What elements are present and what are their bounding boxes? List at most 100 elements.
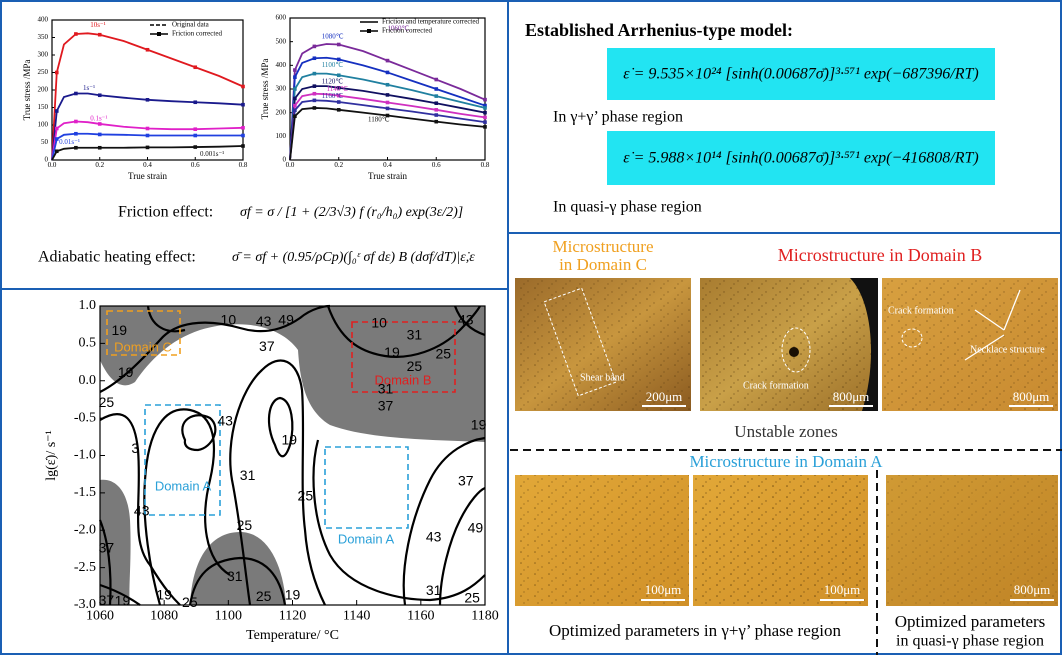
section-title: Microstructure in Domain A (689, 452, 883, 471)
contour-label: 49 (278, 312, 294, 328)
y-tick-label: 350 (38, 33, 49, 41)
plot-frame (51, 19, 244, 161)
y-tick-label: 0 (45, 156, 49, 164)
curve-marker (97, 93, 102, 98)
curve-marker (434, 108, 439, 112)
curve-marker (241, 84, 245, 89)
curve-label: 1100℃ (322, 61, 344, 69)
formula-label: Adiabatic heating effect: (38, 249, 196, 266)
y-tick-label: -3.0 (74, 597, 96, 612)
curve-marker (241, 144, 245, 148)
contour-label: 43 (458, 312, 474, 328)
contour-label: 19 (285, 587, 301, 603)
curve-marker (74, 91, 78, 96)
curve-marker (293, 75, 297, 79)
y-tick-label: 50 (41, 138, 49, 146)
curve-marker (434, 101, 439, 105)
curve-label: 0.001s⁻¹ (200, 150, 224, 158)
x-tick-label: 1100 (215, 608, 242, 623)
x-tick-label: 0.0 (48, 161, 57, 169)
contour-label: 19 (282, 431, 298, 447)
stress-curve (289, 107, 486, 161)
curve-marker (385, 93, 390, 97)
curve-marker (193, 65, 198, 70)
curve-marker (336, 57, 341, 62)
curve-marker (97, 122, 102, 126)
contour-label: 3 (131, 440, 139, 456)
domain-boxes (106, 310, 456, 529)
x-tick-label: 0.4 (383, 161, 392, 169)
x-tick-label: 0.0 (286, 161, 295, 169)
y-axis-label: True stress /MPa (260, 59, 270, 120)
equation: ε̇ = 5.988×10¹⁴ [sinh(0.00687σ̄)]³·⁵⁷¹ e… (623, 150, 978, 167)
domain-label: Domain B (374, 372, 431, 387)
stress-curve (289, 99, 486, 161)
curve-label: 1s⁻¹ (83, 84, 95, 92)
curve-marker (312, 71, 317, 76)
curve-marker (145, 145, 150, 150)
annotation-ring (781, 327, 811, 373)
equation: ε̇ = 9.535×10²⁴ [sinh(0.00687σ̄)]³·⁵⁷¹ e… (623, 66, 978, 83)
curve-marker (434, 113, 439, 117)
y-tick-label: 100 (38, 121, 49, 129)
curve-marker (97, 132, 102, 137)
annotation: Shear band (580, 372, 625, 383)
contour-label: 43 (134, 502, 150, 518)
contour-label: 43 (256, 313, 272, 329)
curve-marker (385, 113, 390, 118)
scale-bar-label: 800μm (1013, 389, 1050, 404)
micrograph-texture (882, 278, 1058, 411)
contour-label: 19 (118, 364, 134, 380)
contour-label: 31 (378, 380, 394, 396)
legend-marker (367, 29, 371, 33)
curve-label: 0.01s⁻¹ (59, 138, 80, 146)
micrograph-texture (693, 475, 868, 606)
scale-bar-label: 100μm (824, 582, 861, 597)
micrograph-texture (515, 278, 691, 411)
y-tick-label: 200 (276, 108, 287, 116)
curve-label: 1140℃ (327, 85, 349, 93)
curve-marker (293, 87, 297, 91)
instability-regions (100, 306, 485, 605)
curve-marker (293, 68, 297, 72)
contour-label: 10 (371, 315, 387, 331)
y-tick-label: 0.5 (79, 336, 97, 351)
x-tick-label: 1180 (471, 608, 498, 623)
curve-marker (193, 127, 198, 131)
stress-curve (51, 132, 243, 161)
curve-marker (241, 126, 245, 130)
curve-marker (74, 145, 78, 150)
contour-label: 37 (99, 592, 115, 608)
curve-marker (241, 133, 245, 138)
curve-marker (54, 109, 59, 113)
annotation-box (543, 287, 617, 397)
annotation: Crack formation (743, 380, 809, 391)
x-tick-label: 0.6 (191, 161, 200, 169)
curve-marker (434, 87, 439, 91)
x-axis-label: True strain (128, 171, 167, 181)
contour-label: 49 (468, 519, 484, 535)
curve-marker (293, 108, 297, 113)
curve-marker (312, 44, 317, 49)
curve-label: 1120℃ (322, 78, 344, 86)
curve-marker (483, 110, 487, 115)
y-tick-label: 1.0 (79, 298, 97, 313)
y-tick-label: 400 (276, 61, 287, 69)
curve-marker (312, 106, 317, 110)
section-title: Microstructure in Domain B (778, 245, 982, 265)
y-tick-label: -1.5 (74, 485, 96, 500)
caption: Optimized parameters (895, 612, 1046, 631)
scale-bar-label: 800μm (833, 389, 870, 404)
contour-label: 31 (227, 568, 243, 584)
contour-label: 31 (426, 582, 442, 598)
contour-label: 25 (407, 358, 423, 374)
curve-marker (145, 133, 150, 138)
contour-label: 10 (221, 312, 237, 328)
curve-marker (385, 58, 390, 63)
contour-label: 19 (111, 322, 127, 338)
curve-marker (483, 97, 487, 102)
y-tick-label: 250 (38, 68, 49, 76)
arrow (964, 334, 1005, 361)
domain-label: Domain A (155, 478, 212, 493)
